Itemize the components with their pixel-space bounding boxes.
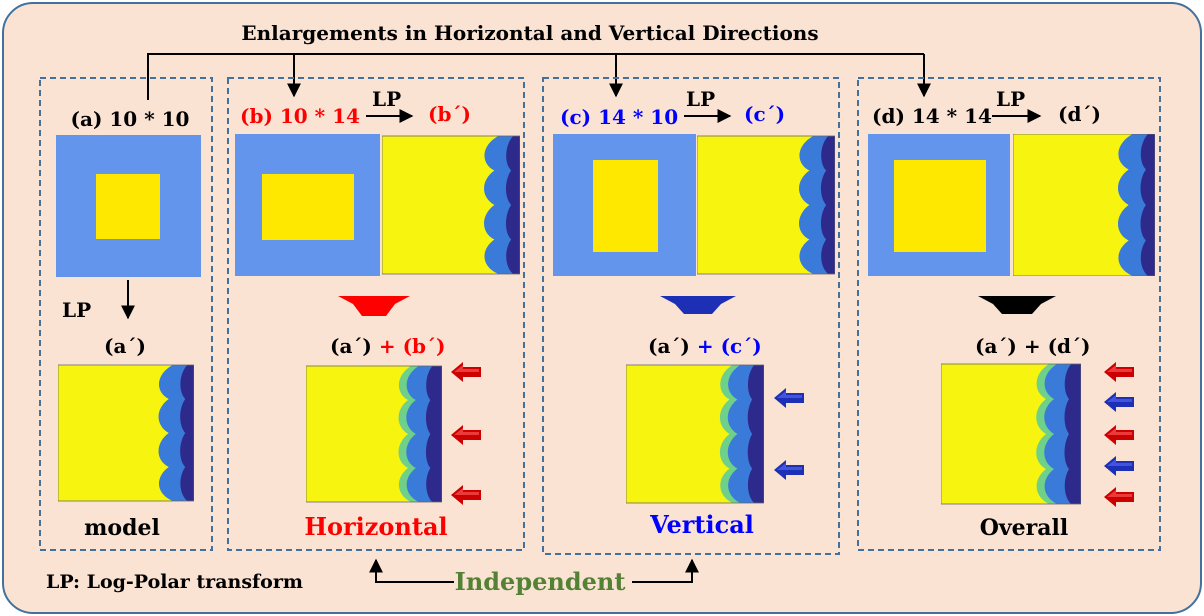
panel-d-caption: Overall [980,515,1069,541]
panel-c-label: (c) 14 * 10 [560,105,678,129]
panel-a: (a) 10 * 10 LP (a´) model [56,107,201,541]
panel-c-caption: Vertical [649,510,754,539]
panel-b-lp-image [382,135,520,275]
panel-c-box [542,77,840,555]
panel-d-result-label: (d´) [1058,102,1101,126]
panel-b-down-arrow [338,296,410,316]
panel-d-label: (d) 14 * 14 [872,104,992,128]
panel-d-lp-label: LP [996,87,1025,111]
panel-c: (c) 14 * 10 LP (c´) (a´) + (c´) Vertical [553,87,835,539]
panel-b-result-label: (b´) [428,102,471,126]
panel-b-sum-right: (b´) [403,334,446,358]
panel-c-result-label: (c´) [744,102,785,126]
panel-a-lp-label: LP [62,298,91,322]
panel-a-label: (a) 10 * 10 [71,107,190,131]
panel-c-lp-image [697,135,835,275]
panel-b-sum-image [306,365,442,503]
independent-connector [369,558,699,583]
panel-a-lp-image [58,364,194,502]
panel-d-box [857,77,1161,551]
panel-b-box [227,77,525,551]
panel-d-sum-left: (a´) [975,334,1017,358]
panel-d-sum-plus: + [1017,334,1048,358]
panel-c-sum-image [626,364,764,504]
panel-b-lp-label: LP [372,87,401,111]
panel-a-box [39,77,213,551]
panel-d-sum-image [941,363,1081,505]
panel-d-lp-image [1013,134,1155,276]
panel-b-sum-left: (a´) [330,334,372,358]
panel-b: (b) 10 * 14 LP (b´) (a´) + (b´) Horizont… [235,87,520,541]
independent-label: Independent [455,567,626,596]
panel-d-sum-right: (d´) [1048,334,1091,358]
panel-b-caption: Horizontal [304,512,447,541]
panel-a-caption: model [84,515,160,541]
panel-a-result-label: (a´) [104,334,146,358]
panel-c-input-square [593,160,658,252]
panel-c-sum-plus: + [690,334,721,358]
panel-b-input-square [262,174,354,240]
panel-c-down-arrow [660,296,736,314]
figure-title: Enlargements in Horizontal and Vertical … [241,21,818,45]
panel-b-label: (b) 10 * 14 [240,104,360,128]
panel-c-sum-left: (a´) [648,334,690,358]
panel-d-input-square [894,160,986,252]
panel-c-sum-right: (c´) [721,334,762,358]
panel-d-down-arrow [978,296,1056,314]
panel-c-sum-label: (a´) + (c´) [648,334,762,358]
panel-d-sum-label: (a´) + (d´) [975,334,1091,358]
lp-legend: LP: Log-Polar transform [46,571,303,593]
panel-b-sum-label: (a´) + (b´) [330,334,446,358]
panel-b-sum-plus: + [372,334,403,358]
panel-a-input-square [96,174,160,239]
top-connectors [147,53,931,100]
panel-d: (d) 14 * 14 LP (d´) (a´) + (d´) Overall [868,87,1155,541]
panel-c-lp-label: LP [686,87,715,111]
